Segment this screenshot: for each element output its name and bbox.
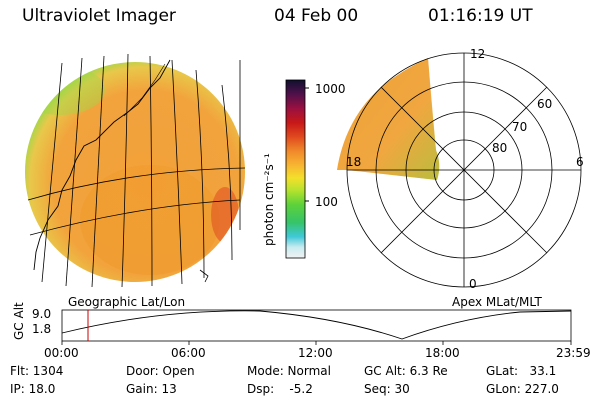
app-title: Ultraviolet Imager: [22, 6, 176, 26]
polar-plot: [337, 52, 582, 288]
geographic-image: [25, 53, 246, 288]
timeline-xtick-0000: 00:00: [44, 346, 79, 360]
info-mode: Mode: Normal: [247, 364, 331, 378]
apex-caption: Apex MLat/MLT: [452, 295, 542, 309]
lat-label-70: 70: [512, 120, 528, 134]
info-door: Door: Open: [126, 364, 195, 378]
lat-label-60: 60: [537, 97, 553, 111]
lat-label-80: 80: [492, 141, 508, 155]
timeline-ytick-1-8: 1.8: [32, 322, 52, 336]
info-flight: Flt: 1304: [10, 364, 64, 378]
coastline: [33, 59, 171, 271]
mlt-label-0: 0: [469, 277, 477, 291]
colorbar: [285, 79, 309, 259]
mlt-label-12: 12: [470, 47, 486, 61]
timeline-xtick-2359: 23:59: [556, 346, 591, 360]
coastline-inner: [123, 63, 166, 117]
info-dsp: Dsp: -5.2: [247, 382, 313, 396]
timeline-plot: [61, 309, 572, 345]
mlt-label-18: 18: [346, 155, 362, 169]
timeline-ylabel: GC Alt: [12, 302, 26, 340]
info-glon: GLon: 227.0: [486, 382, 559, 396]
colorbar-unit-label: photon cm⁻²s⁻¹: [262, 153, 276, 246]
timeline-xtick-0600: 06:00: [171, 346, 206, 360]
mlt-label-6: 6: [576, 155, 584, 169]
info-gc-alt: GC Alt: 6.3 Re: [364, 364, 448, 378]
timeline-xtick-1800: 18:00: [425, 346, 460, 360]
time-label: 01:16:19 UT: [428, 6, 533, 26]
date-label: 04 Feb 00: [274, 6, 359, 26]
timeline-frame: [61, 309, 572, 342]
graticule: [27, 53, 246, 288]
timeline-ytick-9: 9.0: [32, 307, 52, 321]
polar-spoke-2: [380, 86, 548, 254]
info-ip: IP: 18.0: [10, 382, 56, 396]
geographic-caption: Geographic Lat/Lon: [68, 295, 186, 309]
info-gain: Gain: 13: [126, 382, 177, 396]
polar-image-sector: [337, 58, 440, 180]
timeline-xtick-1200: 12:00: [298, 346, 333, 360]
coast-fragment: [199, 269, 209, 283]
colorbar-label-1000: 1000: [315, 82, 346, 96]
altitude-curve: [61, 310, 572, 340]
info-seq: Seq: 30: [364, 382, 410, 396]
info-glat: GLat: 33.1: [486, 364, 557, 378]
colorbar-label-100: 100: [315, 195, 338, 209]
colorbar-gradient: [285, 79, 306, 259]
